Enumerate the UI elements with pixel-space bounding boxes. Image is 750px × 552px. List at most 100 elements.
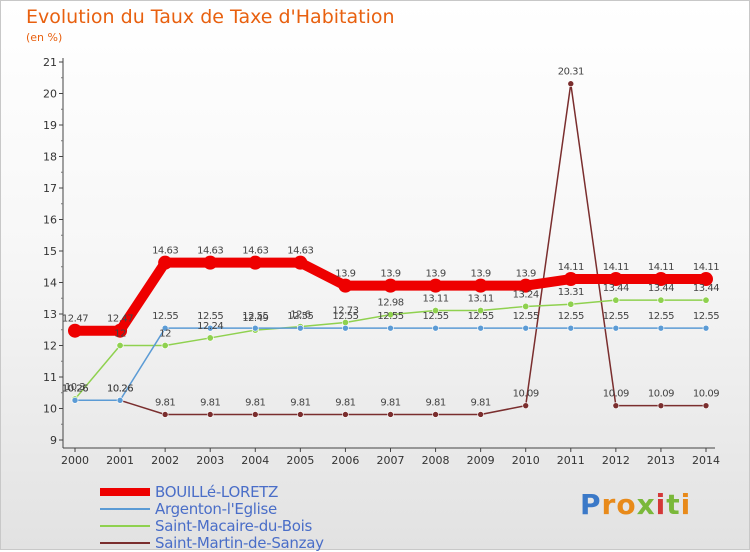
data-label: 9.81 [245, 397, 265, 408]
logo-letter: i [680, 488, 692, 521]
data-label: 12.55 [377, 311, 403, 322]
data-label: 12.55 [332, 311, 358, 322]
data-point [702, 402, 710, 409]
data-point [428, 278, 443, 293]
legend-swatch [100, 508, 150, 510]
y-tick-label: 11 [43, 371, 57, 384]
x-tick-label: 2000 [61, 454, 89, 467]
data-label: 10.09 [648, 389, 674, 400]
data-label: 12.73 [332, 306, 358, 317]
legend-label: Argenton-l'Eglise [155, 500, 277, 518]
data-label: 12.55 [468, 311, 494, 322]
data-label: 10.3 [65, 382, 85, 393]
data-label: 14.11 [693, 262, 719, 273]
x-tick-label: 2011 [557, 454, 585, 467]
data-point [206, 334, 214, 342]
data-label: 13.31 [558, 287, 584, 298]
data-point [161, 411, 169, 418]
chart-subtitle: (en %) [26, 31, 63, 44]
x-tick-label: 2005 [286, 454, 314, 467]
chart-title: Evolution du Taux de Taxe d'Habitation [26, 6, 395, 28]
y-tick-label: 9 [50, 434, 57, 447]
data-point [161, 324, 169, 332]
data-point [522, 324, 530, 332]
data-point [612, 296, 620, 304]
y-tick-label: 17 [43, 182, 57, 195]
data-point [563, 272, 578, 287]
data-point [293, 255, 308, 270]
x-tick-label: 2003 [196, 454, 224, 467]
data-label: 12.55 [197, 311, 223, 322]
data-label: 12.47 [62, 314, 88, 325]
data-point [608, 272, 623, 287]
data-label: 20.31 [558, 67, 584, 78]
data-point [432, 324, 439, 332]
y-tick-label: 13 [43, 308, 57, 321]
logo-letter: P [580, 488, 602, 521]
data-label: 12.55 [558, 311, 584, 322]
data-label: 12.55 [423, 311, 449, 322]
x-tick-label: 2012 [602, 454, 630, 467]
data-point [206, 324, 214, 332]
data-point [522, 302, 530, 310]
x-tick-label: 2008 [422, 454, 450, 467]
data-point [251, 324, 259, 332]
data-label: 13.9 [380, 269, 400, 280]
data-label: 12.55 [693, 311, 719, 322]
data-point [342, 411, 349, 418]
data-label: 14.63 [197, 246, 223, 257]
data-point [477, 411, 484, 418]
x-tick-label: 2006 [331, 454, 359, 467]
logo-letter: o [616, 488, 637, 521]
data-label: 14.11 [558, 262, 584, 273]
data-point [251, 411, 259, 418]
x-tick-label: 2014 [692, 454, 720, 467]
data-label: 13.11 [423, 294, 449, 305]
data-point [702, 296, 710, 304]
data-label: 10.09 [693, 389, 719, 400]
data-label: 9.81 [471, 397, 491, 408]
data-label: 12.47 [107, 314, 133, 325]
y-tick-label: 20 [43, 88, 57, 101]
data-label: 14.63 [287, 246, 313, 257]
y-tick-label: 19 [43, 119, 57, 132]
data-point [68, 323, 82, 338]
data-label: 14.63 [152, 246, 178, 257]
data-point [522, 402, 530, 409]
proxiti-logo: Proxiti [580, 488, 691, 521]
data-point [702, 324, 710, 332]
data-label: 12.55 [242, 311, 268, 322]
x-tick-label: 2013 [647, 454, 675, 467]
data-label: 12.55 [287, 311, 313, 322]
data-label: 13.9 [335, 269, 355, 280]
legend-label: BOUILLé-LORETZ [155, 483, 279, 501]
data-point [383, 278, 398, 293]
logo-letter: i [655, 488, 667, 521]
data-label: 12.24 [197, 321, 223, 332]
data-label: 9.81 [155, 397, 175, 408]
data-label: 12.98 [377, 298, 403, 309]
data-point [387, 411, 394, 418]
x-tick-label: 2009 [467, 454, 495, 467]
legend-swatch [100, 488, 150, 496]
data-label: 14.11 [603, 262, 629, 273]
data-label: 10.26 [62, 383, 88, 394]
y-tick-label: 16 [43, 214, 57, 227]
data-label: 13.9 [471, 269, 491, 280]
x-tick-label: 2007 [377, 454, 405, 467]
data-label: 12.55 [648, 311, 674, 322]
data-label: 9.81 [425, 397, 445, 408]
data-point [518, 278, 533, 293]
data-label: 12 [114, 329, 126, 340]
data-point [657, 296, 665, 304]
data-point [161, 341, 169, 349]
data-point [386, 311, 394, 319]
logo-letter: x [636, 488, 656, 521]
data-point [612, 324, 620, 332]
data-point [657, 324, 665, 332]
legend-swatch [100, 542, 150, 544]
data-point [473, 278, 488, 293]
data-point [477, 307, 485, 315]
data-point [203, 255, 218, 270]
